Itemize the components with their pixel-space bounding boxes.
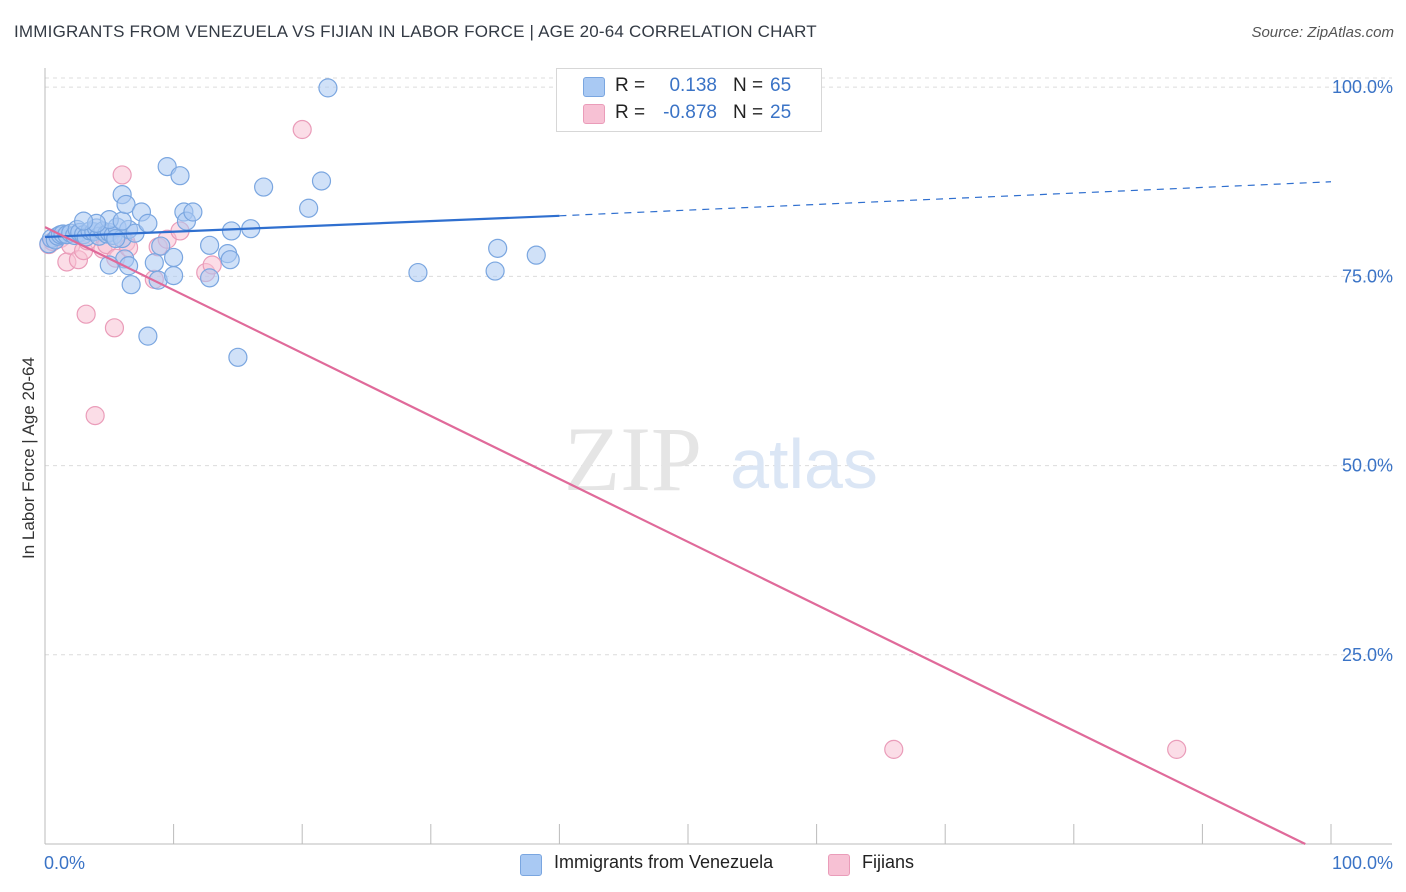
bottom-legend-swatch-blue [520, 854, 542, 876]
y-tick-label: 75.0% [1342, 266, 1393, 286]
venezuela-point [151, 236, 171, 256]
venezuela-point [138, 213, 158, 233]
source-label: Source: ZipAtlas.com [1251, 24, 1394, 41]
fijian-point [1167, 739, 1187, 759]
y-axis-label: In Labor Force | Age 20-64 [19, 357, 38, 559]
fijian-point [292, 119, 312, 140]
venezuela-point [106, 228, 126, 249]
y-tick-label: 50.0% [1342, 456, 1393, 476]
venezuela-point [526, 245, 546, 265]
legend-n-value: 65 [770, 75, 792, 96]
watermark-atlas: atlas [730, 425, 878, 503]
data-points [39, 78, 1187, 759]
correlation-legend: R = 0.138 N = 65 R = -0.878 N = 25 [556, 68, 822, 132]
venezuela-point [299, 198, 319, 218]
fijian-trend-line [44, 226, 1306, 845]
legend-swatch-pink [583, 104, 605, 124]
venezuela-trend-line [44, 214, 560, 239]
venezuela-point [200, 235, 220, 255]
venezuela-point [112, 211, 132, 231]
legend-r-value: -0.878 [663, 102, 717, 123]
fijian-point [104, 318, 125, 338]
x-tick-label: 100.0% [1332, 853, 1393, 873]
venezuela-point [200, 268, 220, 288]
bottom-legend-label: Fijians [862, 852, 915, 872]
axes [44, 68, 1392, 845]
x-tick-label: 0.0% [44, 853, 85, 873]
venezuela-point [220, 250, 240, 270]
legend-row-fijians: R = -0.878 N = 25 [557, 102, 821, 126]
venezuela-point [318, 78, 338, 98]
venezuela-point [121, 275, 141, 295]
venezuela-point [311, 171, 332, 191]
legend-n-label: N = [733, 75, 764, 96]
legend-row-venezuela: R = 0.138 N = 65 [557, 75, 821, 99]
venezuela-point [228, 347, 248, 367]
trend-lines [44, 181, 1332, 845]
legend-r-label: R = [615, 75, 646, 96]
venezuela-point [254, 177, 274, 197]
venezuela-point [170, 166, 190, 186]
legend-n-label: N = [733, 102, 764, 123]
venezuela-point [485, 261, 505, 281]
fijian-point [884, 739, 904, 759]
bottom-legend-swatch-pink [828, 854, 850, 876]
watermark-zip: ZIP [564, 408, 702, 510]
gridlines [45, 77, 1392, 656]
axis-labels: 25.0% 50.0% 75.0% 100.0% 0.0% 100.0% [44, 77, 1393, 873]
legend-r-label: R = [615, 102, 646, 123]
fijian-point [112, 165, 132, 185]
venezuela-point [138, 326, 158, 346]
y-tick-label: 25.0% [1342, 645, 1393, 665]
fijian-point [76, 304, 96, 324]
y-tick-label: 100.0% [1332, 77, 1393, 97]
legend-r-value: 0.138 [669, 75, 717, 96]
bottom-legend-label: Immigrants from Venezuela [554, 852, 774, 872]
chart-title: IMMIGRANTS FROM VENEZUELA VS FIJIAN IN L… [14, 22, 817, 41]
venezuela-point [488, 238, 508, 258]
fijian-point [85, 406, 105, 426]
legend-swatch-blue [583, 77, 605, 97]
venezuela-point [183, 202, 203, 222]
venezuela-point [73, 211, 94, 231]
venezuela-point [408, 262, 428, 283]
venezuela-point [164, 247, 184, 268]
venezuela-point [221, 221, 242, 241]
venezuela-trend-extension [559, 181, 1332, 217]
venezuela-point [164, 265, 184, 286]
legend-n-value: 25 [770, 102, 792, 123]
venezuela-point [144, 253, 164, 273]
venezuela-point [116, 194, 136, 215]
